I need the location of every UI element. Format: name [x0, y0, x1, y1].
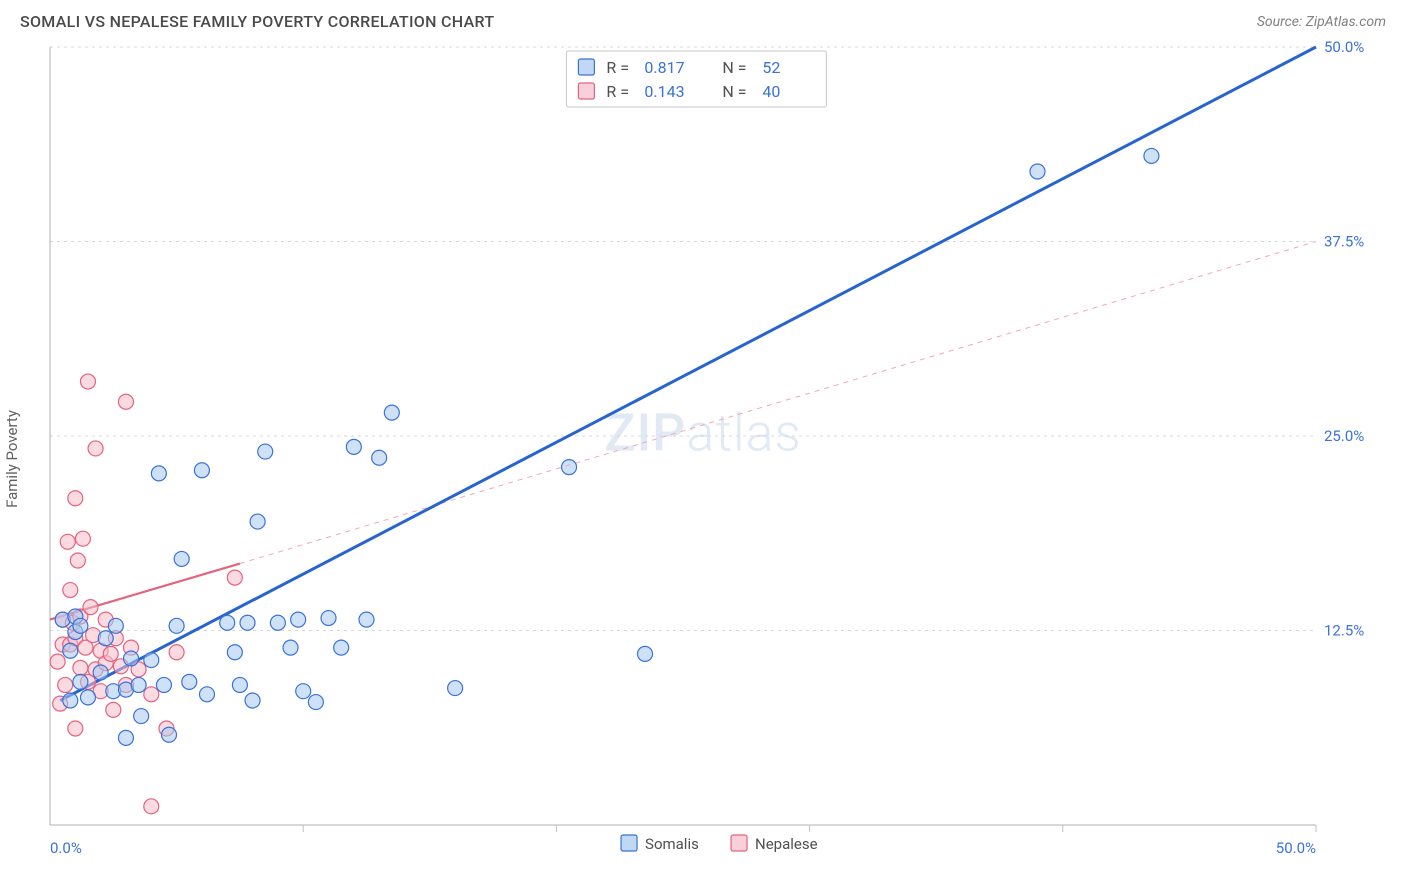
point-somalis [63, 693, 78, 708]
point-somalis [182, 674, 197, 689]
trend-line-nepalese-ext [240, 242, 1316, 564]
y-tick-label: 50.0% [1324, 39, 1364, 56]
point-somalis [227, 645, 242, 660]
point-nepalese [68, 491, 83, 506]
point-somalis [220, 615, 235, 630]
point-somalis [258, 444, 273, 459]
legend-r-a: 0.817 [644, 58, 684, 77]
bottom-label-somalis: Somalis [645, 835, 699, 853]
y-tick-label: 12.5% [1324, 622, 1364, 640]
point-nepalese [144, 687, 159, 702]
point-somalis [245, 693, 260, 708]
point-somalis [240, 615, 255, 630]
point-somalis [562, 460, 577, 475]
point-nepalese [75, 531, 90, 546]
point-somalis [346, 439, 361, 454]
point-nepalese [50, 654, 65, 669]
watermark: ZIPatlas [604, 403, 802, 464]
legend-n-label: N = [722, 58, 746, 77]
point-somalis [296, 684, 311, 699]
point-somalis [334, 640, 349, 655]
point-nepalese [227, 570, 242, 585]
point-somalis [448, 681, 463, 696]
point-somalis [63, 643, 78, 658]
point-somalis [321, 611, 336, 626]
point-somalis [156, 677, 171, 692]
point-somalis [1144, 148, 1159, 163]
point-somalis [359, 612, 374, 627]
chart-title: SOMALI VS NEPALESE FAMILY POVERTY CORREL… [20, 12, 494, 31]
point-somalis [93, 665, 108, 680]
point-somalis [1030, 164, 1045, 179]
point-somalis [73, 618, 88, 633]
point-nepalese [58, 677, 73, 692]
point-somalis [151, 466, 166, 481]
point-nepalese [144, 799, 159, 814]
bottom-swatch-nepalese [731, 835, 747, 851]
source-label: Source: ZipAtlas.com [1257, 14, 1386, 30]
legend-n-label-b: N = [722, 82, 746, 101]
point-nepalese [103, 646, 118, 661]
point-nepalese [68, 721, 83, 736]
legend-r-b: 0.143 [644, 82, 684, 101]
point-nepalese [118, 394, 133, 409]
point-somalis [372, 450, 387, 465]
point-somalis [73, 674, 88, 689]
legend-n-b: 40 [762, 82, 780, 101]
legend-swatch-somalis [578, 59, 594, 75]
trend-line-somalis [60, 47, 1316, 701]
point-nepalese [70, 553, 85, 568]
point-nepalese [60, 534, 75, 549]
legend-r-label: R = [606, 58, 629, 77]
point-nepalese [83, 600, 98, 615]
point-somalis [270, 615, 285, 630]
point-somalis [384, 405, 399, 420]
point-somalis [250, 514, 265, 529]
point-somalis [638, 646, 653, 661]
point-somalis [134, 709, 149, 724]
point-somalis [174, 551, 189, 566]
point-somalis [131, 677, 146, 692]
legend-swatch-nepalese [578, 83, 594, 99]
point-somalis [199, 687, 214, 702]
point-somalis [80, 690, 95, 705]
stats-legend [566, 51, 826, 107]
point-nepalese [88, 441, 103, 456]
point-somalis [118, 730, 133, 745]
point-somalis [124, 651, 139, 666]
x-origin-label: 0.0% [50, 839, 82, 857]
point-nepalese [80, 374, 95, 389]
point-nepalese [63, 583, 78, 598]
point-somalis [108, 618, 123, 633]
y-axis-label: Family Poverty [3, 410, 21, 508]
point-somalis [232, 677, 247, 692]
legend-r-label-b: R = [606, 82, 629, 101]
point-somalis [169, 618, 184, 633]
bottom-label-nepalese: Nepalese [755, 835, 818, 853]
scatter-chart: 12.5% 25.0% 37.5% 50.0% ZIPatlas R = 0.817 N = 5… [20, 39, 1386, 879]
bottom-swatch-somalis [621, 835, 637, 851]
x-max-label: 50.0% [1276, 839, 1316, 857]
point-nepalese [169, 645, 184, 660]
y-tick-label: 25.0% [1324, 427, 1364, 445]
point-somalis [162, 727, 177, 742]
point-nepalese [106, 702, 121, 717]
point-somalis [308, 695, 323, 710]
point-somalis [194, 463, 209, 478]
point-somalis [98, 631, 113, 646]
point-nepalese [73, 660, 88, 675]
y-tick-label: 37.5% [1324, 233, 1364, 251]
point-somalis [283, 640, 298, 655]
point-somalis [291, 612, 306, 627]
point-somalis [144, 653, 159, 668]
legend-n-a: 52 [762, 58, 780, 77]
